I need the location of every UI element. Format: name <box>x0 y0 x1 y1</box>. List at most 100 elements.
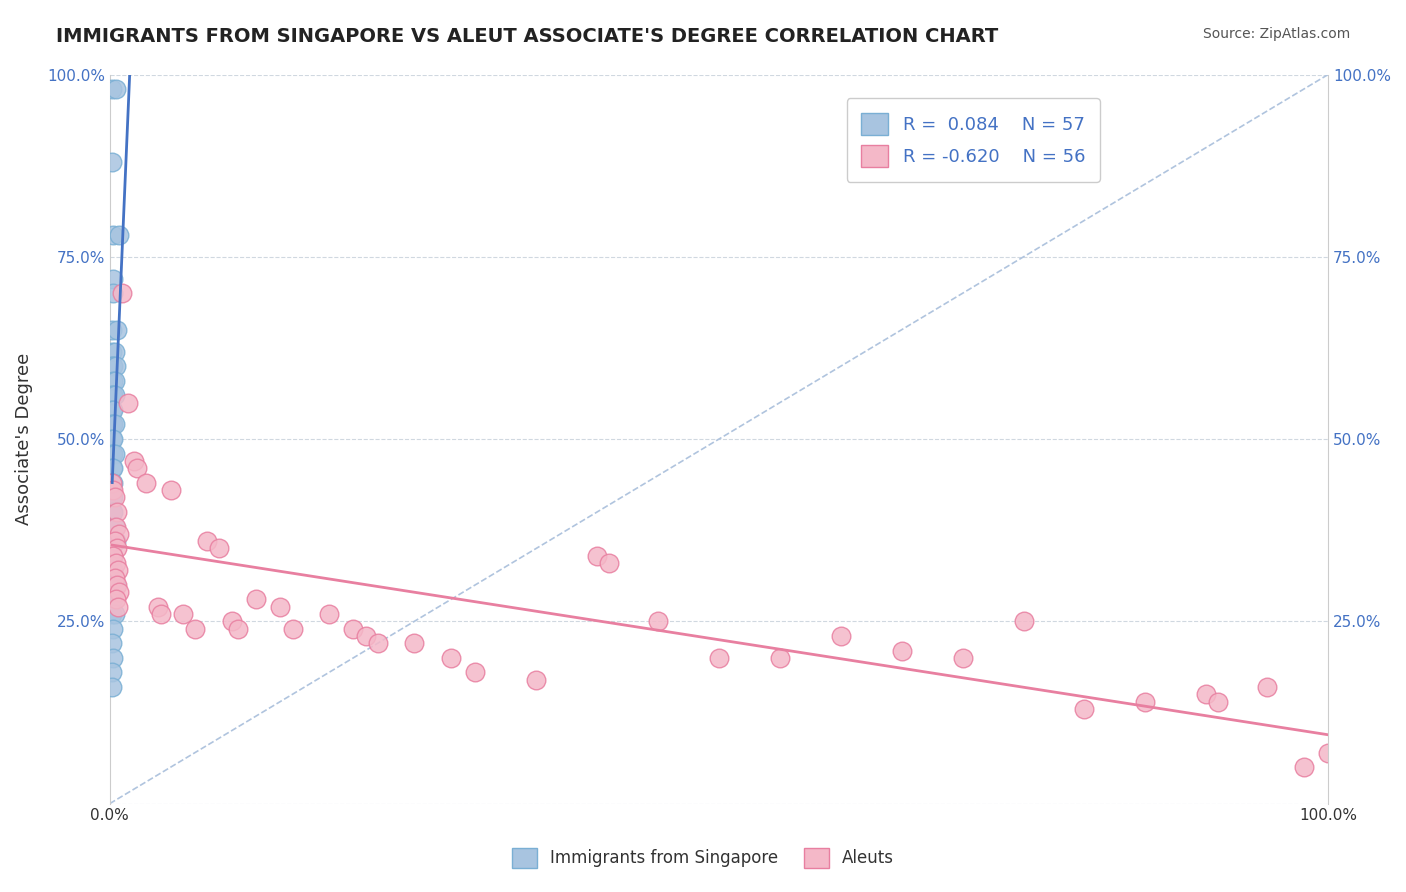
Point <box>464 665 486 680</box>
Point <box>104 417 127 432</box>
Point <box>830 629 852 643</box>
Point <box>1256 680 1278 694</box>
Point <box>103 578 125 592</box>
Point <box>103 227 125 242</box>
Point <box>125 461 148 475</box>
Point <box>101 82 124 96</box>
Point <box>208 541 231 556</box>
Point <box>148 599 170 614</box>
Point <box>952 650 974 665</box>
Point <box>1292 760 1315 774</box>
Point <box>890 643 912 657</box>
Point <box>101 323 124 337</box>
Point <box>103 622 125 636</box>
Point <box>101 505 124 519</box>
Point <box>281 622 304 636</box>
Legend: Immigrants from Singapore, Aleuts: Immigrants from Singapore, Aleuts <box>505 841 901 875</box>
Point <box>122 454 145 468</box>
Point <box>101 344 124 359</box>
Point <box>103 519 125 533</box>
Point <box>226 622 249 636</box>
Point <box>107 599 129 614</box>
Point <box>103 549 125 563</box>
Point <box>103 271 125 285</box>
Point <box>104 344 127 359</box>
Point <box>103 592 125 607</box>
Point <box>101 432 124 446</box>
Point <box>1135 694 1157 708</box>
Point <box>104 388 127 402</box>
Point <box>103 534 125 549</box>
Point <box>101 665 124 680</box>
Point <box>318 607 340 621</box>
Point <box>111 286 134 301</box>
Point <box>598 556 620 570</box>
Text: Source: ZipAtlas.com: Source: ZipAtlas.com <box>1202 27 1350 41</box>
Point <box>195 534 218 549</box>
Point <box>269 599 291 614</box>
Point <box>1317 746 1340 760</box>
Point <box>104 607 127 621</box>
Point <box>108 227 131 242</box>
Point <box>172 607 194 621</box>
Point <box>586 549 609 563</box>
Point <box>117 395 139 409</box>
Point <box>103 505 125 519</box>
Point <box>101 549 124 563</box>
Point <box>367 636 389 650</box>
Point <box>184 622 207 636</box>
Point <box>105 505 128 519</box>
Point <box>104 359 127 373</box>
Point <box>103 374 125 388</box>
Point <box>103 403 125 417</box>
Point <box>104 82 127 96</box>
Point <box>104 519 127 533</box>
Point <box>103 286 125 301</box>
Point <box>101 417 124 432</box>
Point <box>105 541 128 556</box>
Point <box>769 650 792 665</box>
Point <box>101 403 124 417</box>
Point <box>104 534 127 549</box>
Point <box>221 615 243 629</box>
Point <box>101 592 124 607</box>
Point <box>159 483 181 497</box>
Legend: R =  0.084    N = 57, R = -0.620    N = 56: R = 0.084 N = 57, R = -0.620 N = 56 <box>846 98 1099 182</box>
Point <box>101 388 124 402</box>
Point <box>104 447 127 461</box>
Point <box>105 578 128 592</box>
Point <box>104 571 127 585</box>
Point <box>707 650 730 665</box>
Point <box>101 534 124 549</box>
Point <box>104 592 127 607</box>
Point <box>108 585 131 599</box>
Point <box>101 475 124 490</box>
Point <box>354 629 377 643</box>
Point <box>149 607 172 621</box>
Text: IMMIGRANTS FROM SINGAPORE VS ALEUT ASSOCIATE'S DEGREE CORRELATION CHART: IMMIGRANTS FROM SINGAPORE VS ALEUT ASSOC… <box>56 27 998 45</box>
Point <box>103 483 125 497</box>
Point <box>103 359 125 373</box>
Point <box>104 578 127 592</box>
Point <box>101 447 124 461</box>
Point <box>104 556 127 570</box>
Point <box>103 549 125 563</box>
Point <box>108 526 131 541</box>
Point <box>440 650 463 665</box>
Point <box>103 563 125 577</box>
Point <box>101 461 124 475</box>
Point <box>101 636 124 650</box>
Point <box>103 432 125 446</box>
Point <box>104 491 127 505</box>
Point <box>101 359 124 373</box>
Point <box>1208 694 1230 708</box>
Point <box>101 475 124 490</box>
Point <box>1195 687 1218 701</box>
Point <box>103 650 125 665</box>
Point <box>104 519 127 533</box>
Point <box>103 417 125 432</box>
Point <box>135 475 157 490</box>
Point <box>103 491 125 505</box>
Point <box>245 592 267 607</box>
Point <box>101 155 124 169</box>
